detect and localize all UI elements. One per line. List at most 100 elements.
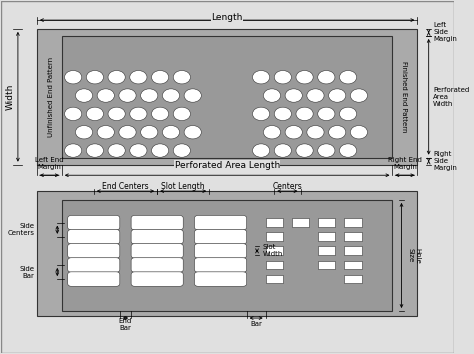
Circle shape xyxy=(307,126,324,139)
FancyBboxPatch shape xyxy=(68,229,120,244)
Bar xyxy=(345,261,362,269)
FancyBboxPatch shape xyxy=(131,244,183,258)
Text: Perforated
Area
Width: Perforated Area Width xyxy=(433,87,469,107)
Circle shape xyxy=(64,107,82,121)
Bar xyxy=(318,232,336,241)
FancyBboxPatch shape xyxy=(194,272,246,286)
Text: Side
Bar: Side Bar xyxy=(19,266,35,279)
Bar xyxy=(345,275,362,284)
Circle shape xyxy=(274,70,292,84)
Circle shape xyxy=(86,70,103,84)
Circle shape xyxy=(296,70,313,84)
Circle shape xyxy=(307,89,324,102)
Circle shape xyxy=(86,144,103,157)
Circle shape xyxy=(318,70,335,84)
Circle shape xyxy=(253,107,270,121)
Circle shape xyxy=(296,144,313,157)
Bar xyxy=(265,246,283,255)
Circle shape xyxy=(253,144,270,157)
Circle shape xyxy=(86,107,103,121)
FancyBboxPatch shape xyxy=(194,229,246,244)
FancyBboxPatch shape xyxy=(194,216,246,230)
Circle shape xyxy=(339,144,356,157)
Circle shape xyxy=(350,89,367,102)
Circle shape xyxy=(130,144,147,157)
Circle shape xyxy=(64,70,82,84)
Circle shape xyxy=(264,89,281,102)
Circle shape xyxy=(274,144,292,157)
Circle shape xyxy=(130,70,147,84)
Bar xyxy=(318,246,336,255)
Text: Centers: Centers xyxy=(273,182,302,192)
Text: End Centers: End Centers xyxy=(102,182,149,192)
Circle shape xyxy=(339,70,356,84)
Circle shape xyxy=(264,126,281,139)
Circle shape xyxy=(152,70,169,84)
Circle shape xyxy=(64,144,82,157)
Circle shape xyxy=(318,144,335,157)
Bar xyxy=(265,232,283,241)
Circle shape xyxy=(97,89,114,102)
FancyBboxPatch shape xyxy=(68,244,120,258)
Circle shape xyxy=(339,107,356,121)
Circle shape xyxy=(184,89,201,102)
Bar xyxy=(318,261,336,269)
Bar xyxy=(37,191,417,316)
Bar xyxy=(345,232,362,241)
Circle shape xyxy=(296,107,313,121)
FancyBboxPatch shape xyxy=(194,258,246,272)
Text: End
Bar: End Bar xyxy=(119,318,132,331)
Bar xyxy=(265,261,283,269)
FancyBboxPatch shape xyxy=(131,229,183,244)
FancyBboxPatch shape xyxy=(68,216,120,230)
Circle shape xyxy=(184,126,201,139)
FancyBboxPatch shape xyxy=(68,258,120,272)
Circle shape xyxy=(253,70,270,84)
Circle shape xyxy=(108,144,125,157)
Text: Finished End Pattern: Finished End Pattern xyxy=(401,61,407,132)
FancyBboxPatch shape xyxy=(131,258,183,272)
Circle shape xyxy=(173,144,191,157)
Circle shape xyxy=(173,70,191,84)
Circle shape xyxy=(130,107,147,121)
FancyBboxPatch shape xyxy=(194,244,246,258)
Circle shape xyxy=(141,89,158,102)
Circle shape xyxy=(119,126,136,139)
Circle shape xyxy=(285,89,302,102)
Circle shape xyxy=(163,126,180,139)
Circle shape xyxy=(163,89,180,102)
Text: Slot Length: Slot Length xyxy=(162,182,205,192)
Bar xyxy=(62,200,392,311)
Text: Hole
Size: Hole Size xyxy=(407,247,420,263)
Text: Slot
Width: Slot Width xyxy=(263,244,283,257)
Circle shape xyxy=(97,126,114,139)
Bar xyxy=(292,218,309,227)
Text: Width: Width xyxy=(6,84,15,110)
Text: Right End
Margin: Right End Margin xyxy=(388,157,422,170)
Circle shape xyxy=(274,107,292,121)
Text: Perforated Area Length: Perforated Area Length xyxy=(174,161,280,170)
Text: Right
Side
Margin: Right Side Margin xyxy=(433,151,457,171)
Circle shape xyxy=(108,70,125,84)
Bar xyxy=(37,29,417,165)
Circle shape xyxy=(119,89,136,102)
FancyBboxPatch shape xyxy=(68,272,120,286)
Circle shape xyxy=(108,107,125,121)
FancyBboxPatch shape xyxy=(131,216,183,230)
Text: Unfinished End Pattern: Unfinished End Pattern xyxy=(47,57,54,137)
Circle shape xyxy=(152,107,169,121)
Bar xyxy=(62,36,392,158)
Bar xyxy=(318,218,336,227)
Bar xyxy=(265,275,283,284)
Text: Left End
Margin: Left End Margin xyxy=(35,157,64,170)
Text: Side
Centers: Side Centers xyxy=(8,223,35,236)
Circle shape xyxy=(285,126,302,139)
Text: Length: Length xyxy=(211,13,243,22)
Text: Bar: Bar xyxy=(250,321,262,327)
Circle shape xyxy=(350,126,367,139)
Circle shape xyxy=(75,89,92,102)
Circle shape xyxy=(328,126,346,139)
Bar xyxy=(345,246,362,255)
Circle shape xyxy=(173,107,191,121)
Bar xyxy=(265,218,283,227)
